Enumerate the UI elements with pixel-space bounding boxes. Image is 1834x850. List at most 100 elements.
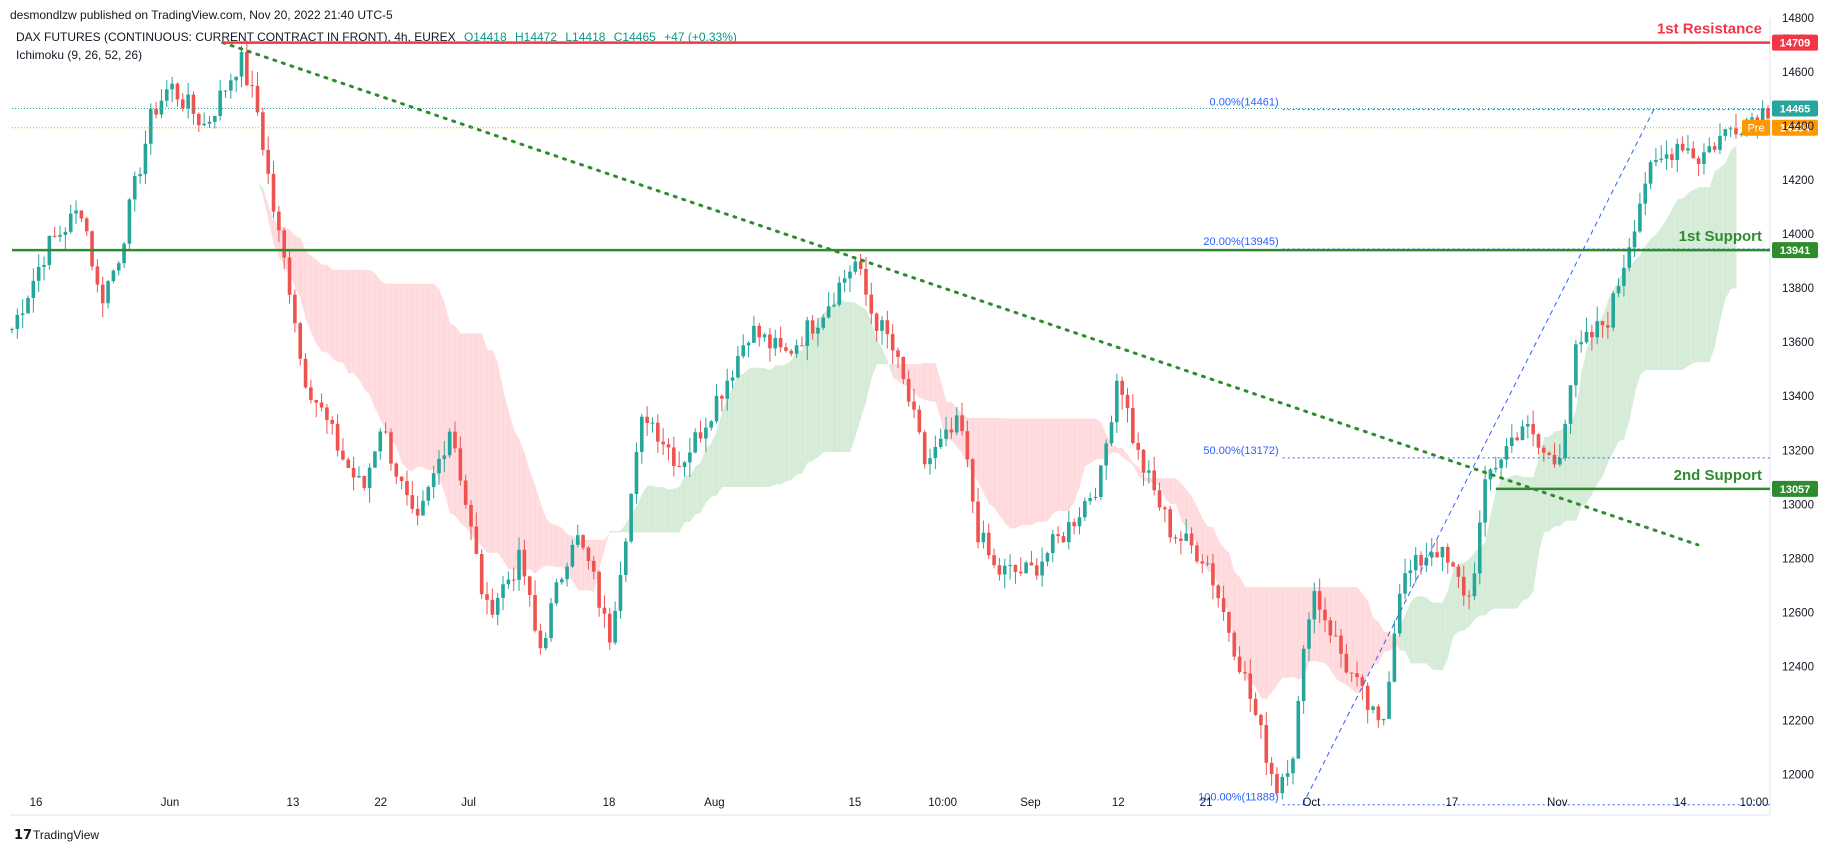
candle-body: [164, 89, 169, 101]
candle-body: [704, 427, 708, 439]
time-axis[interactable]: 16 Jun 13 22 Jul 18 Aug 15 10:00 Sep 12 21 Oct 17 Nov 1…: [30, 797, 1769, 809]
time-tick-label: Nov: [1547, 797, 1568, 809]
cloud-segment: [1132, 462, 1139, 476]
pre-price-value: 14394: [1780, 123, 1811, 135]
cloud-segment: [1266, 587, 1273, 700]
candle-body: [1611, 293, 1616, 328]
fib-diagonal[interactable]: [1302, 109, 1655, 805]
cloud-segment: [1324, 587, 1331, 670]
time-tick-label: 12: [1112, 797, 1125, 809]
cloud-segment: [471, 333, 477, 542]
candle-body: [672, 447, 676, 467]
candle-body: [554, 582, 559, 604]
candle-body: [26, 297, 30, 314]
candle-body: [1477, 522, 1482, 574]
price-tick-label: 12000: [1782, 769, 1814, 781]
cloud-segment: [412, 283, 419, 472]
candle-body: [1056, 534, 1060, 537]
candle-body: [997, 565, 1002, 575]
candle-body: [79, 210, 84, 219]
price-badge[interactable]: 13057: [1772, 480, 1818, 497]
indicator-label[interactable]: Ichimoku (9, 26, 52, 26): [16, 48, 143, 62]
candle-body: [223, 90, 228, 92]
cloud-segment: [406, 283, 413, 472]
candle-body: [634, 451, 639, 495]
candle-body: [506, 579, 511, 585]
candle-body: [1018, 571, 1023, 574]
cloud-segment: [1719, 163, 1726, 320]
descending-trendline[interactable]: [221, 41, 1700, 547]
cloud-segment: [1250, 587, 1257, 688]
candle-body: [351, 467, 356, 478]
cloud-segment: [1063, 418, 1070, 512]
cloud-segment: [609, 531, 616, 533]
candle-body: [720, 395, 724, 399]
candle-body: [880, 320, 884, 331]
horizontal-levels[interactable]: 1st Resistance 14709 1st Support 13941 2nd S…: [12, 21, 1818, 497]
symbol-line: DAX FUTURES (CONTINUOUS: CURRENT CONTRAC…: [16, 30, 737, 44]
cloud-segment: [1373, 618, 1379, 665]
cloud-segment: [1490, 490, 1497, 610]
candle-body: [1542, 447, 1546, 453]
candle-body: [933, 447, 938, 459]
candle-body: [1189, 533, 1194, 546]
price-axis[interactable]: 14800 14600 14400 14200 14000 13800 13600 13400…: [1782, 13, 1814, 781]
candle-body: [389, 432, 393, 464]
time-tick-label: 13: [287, 797, 300, 809]
cloud-segment: [1138, 466, 1145, 482]
fib-level-label: 0.00%(14461): [1210, 97, 1279, 109]
candle-body: [629, 494, 633, 542]
tradingview-logo[interactable]: 𝟭𝟳 TradingView: [14, 827, 99, 842]
cloud-segment: [705, 442, 712, 503]
candle-body: [1616, 285, 1621, 294]
candle-body: [1355, 673, 1359, 678]
cloud-segment: [481, 333, 488, 553]
candle-body: [677, 466, 681, 468]
candle-body: [1317, 591, 1322, 610]
candle-body: [1221, 598, 1226, 612]
cloud-segment: [839, 298, 846, 453]
cloud-segment: [262, 187, 269, 221]
candle-body: [837, 282, 842, 305]
candle-body: [848, 271, 852, 279]
cloud-segment: [876, 339, 883, 365]
candle-body: [362, 475, 367, 488]
price-badge[interactable]: 13941: [1772, 242, 1818, 259]
cloud-segment: [1538, 437, 1545, 553]
candle-body: [250, 85, 254, 87]
cloud-segment: [1383, 631, 1390, 652]
pre-market-badge[interactable]: Pre 14394: [1742, 119, 1818, 136]
current-price-badge-bg: [1772, 100, 1818, 117]
candle-body: [1584, 331, 1589, 343]
candle-body: [1275, 774, 1279, 794]
cloud-segment: [833, 298, 840, 453]
candle-body: [148, 108, 153, 144]
time-tick-label: 15: [848, 797, 861, 809]
candle-body: [1547, 452, 1551, 455]
candle-body: [287, 257, 292, 295]
price-tick-label: 13600: [1782, 337, 1814, 349]
price-tick-label: 12200: [1782, 715, 1814, 727]
trendline-layer[interactable]: [221, 41, 1700, 547]
current-price-badge[interactable]: 14465: [1772, 100, 1818, 117]
candle-body: [896, 350, 900, 357]
cloud-segment: [1127, 454, 1134, 466]
cloud-segment: [519, 439, 525, 570]
cloud-segment: [636, 493, 643, 533]
price-tick-label: 13200: [1782, 445, 1814, 457]
cloud-segment: [513, 429, 520, 570]
price-badge[interactable]: 14709: [1772, 34, 1818, 51]
candle-body: [261, 112, 265, 150]
candle-body: [207, 121, 212, 124]
candle-body: [410, 495, 415, 509]
candle-body: [1691, 148, 1696, 159]
candle-body: [1253, 698, 1258, 715]
candle-body: [821, 317, 826, 328]
candle-body: [949, 429, 954, 433]
candle-body: [906, 378, 911, 402]
symbol-name[interactable]: DAX FUTURES (CONTINUOUS: CURRENT CONTRAC…: [16, 30, 456, 44]
cloud-segment: [1623, 266, 1630, 440]
cloud-segment: [844, 301, 851, 453]
cloud-segment: [737, 374, 744, 487]
